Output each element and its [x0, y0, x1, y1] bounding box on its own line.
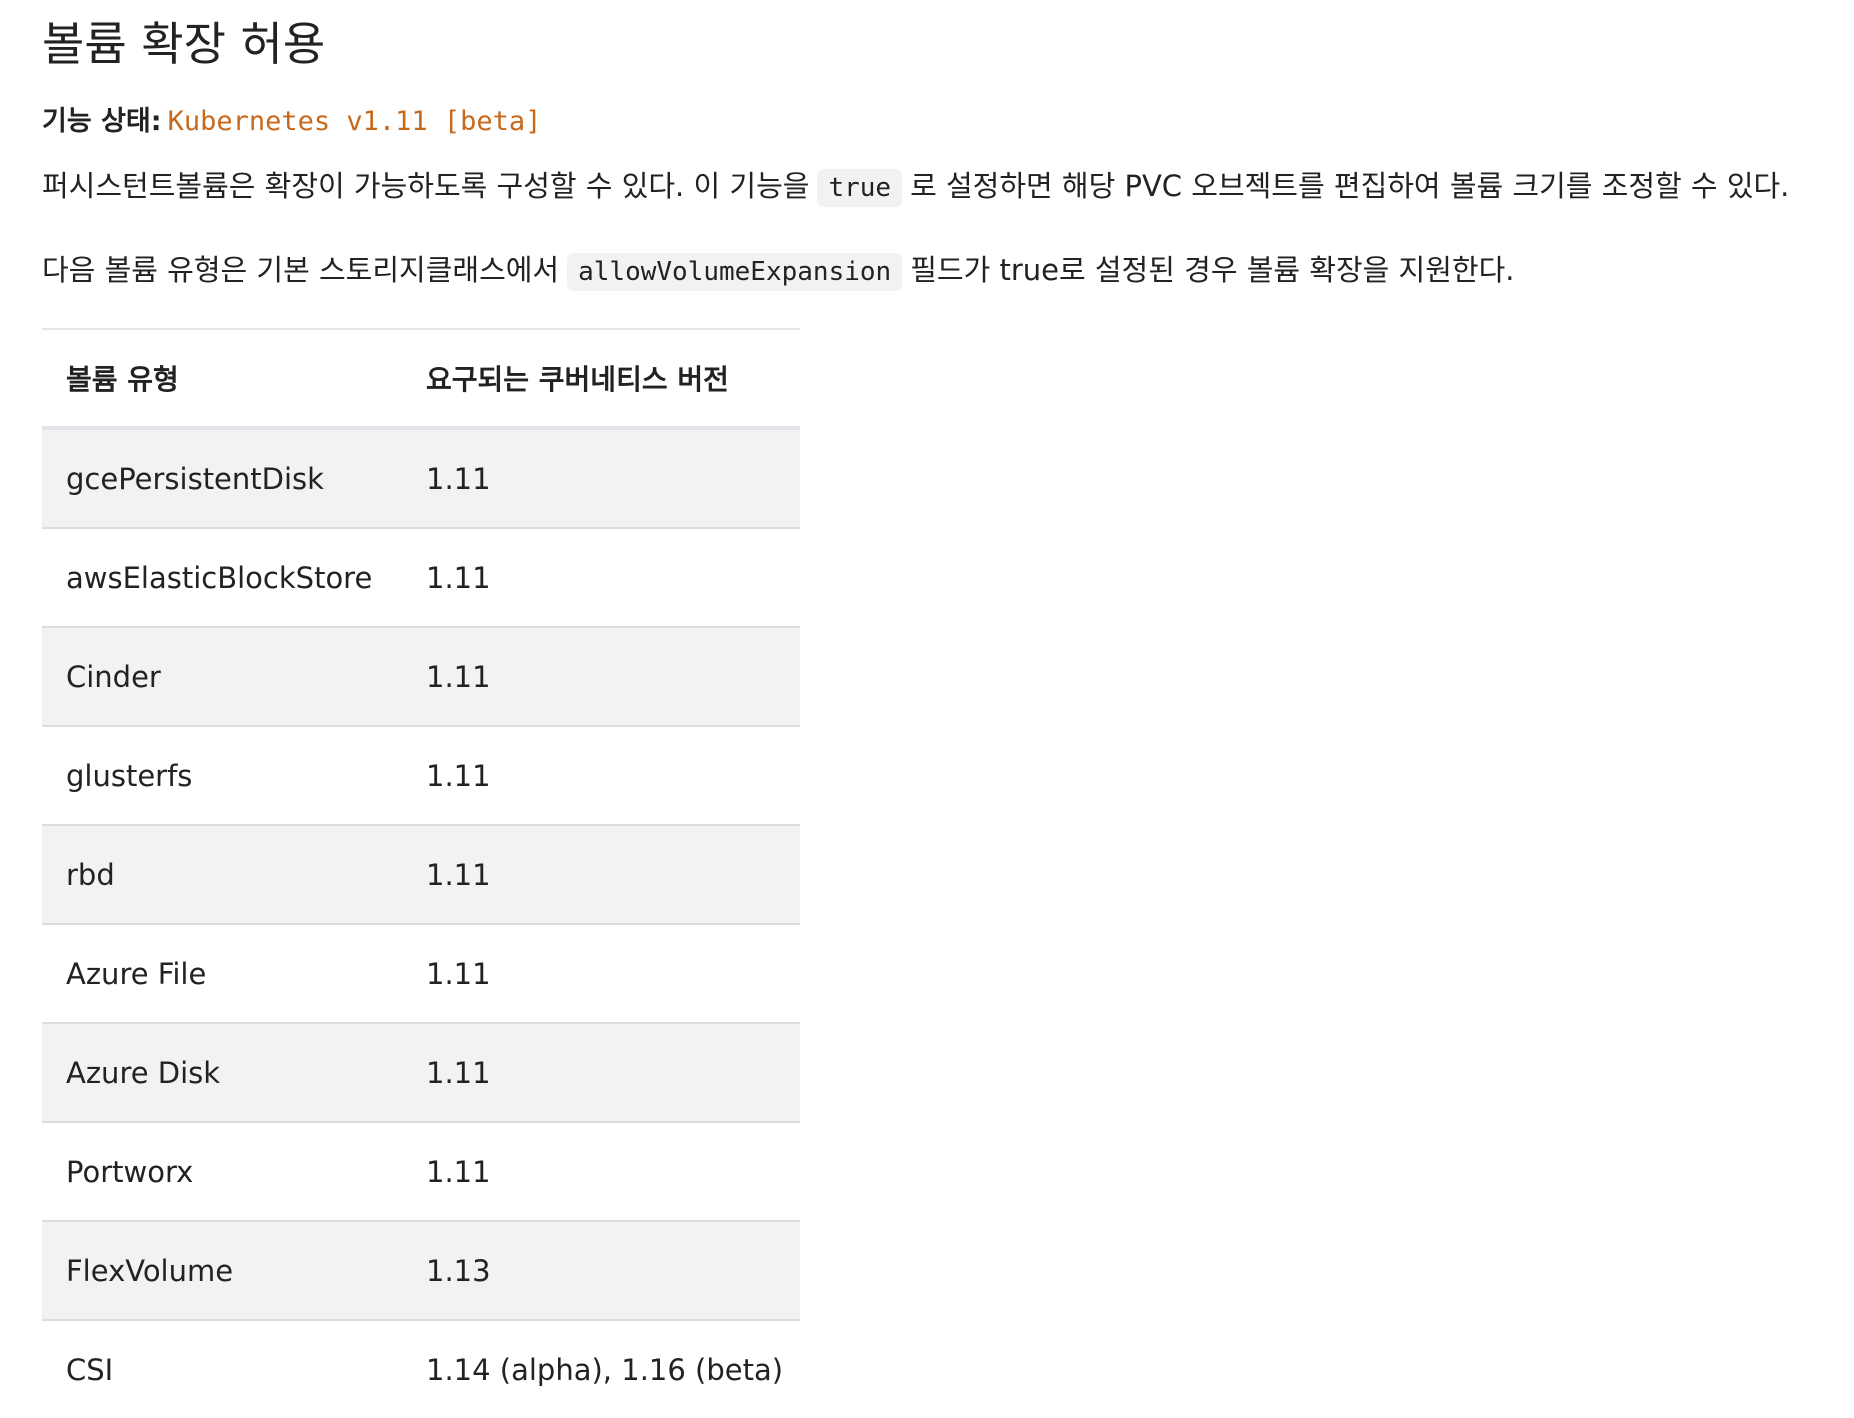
volume-type-cell: CSI	[66, 1352, 114, 1387]
table-row: gcePersistentDisk 1.11	[42, 428, 800, 529]
table-row: rbd 1.11	[42, 825, 800, 925]
volume-type-cell: glusterfs	[42, 726, 402, 826]
table-row: glusterfs 1.11	[42, 726, 800, 826]
header-required-version: 요구되는 쿠버네티스 버전	[402, 328, 800, 430]
version-cell: 1.11	[402, 627, 800, 727]
table-row: CSI 1.14 (alpha), 1.16 (beta)	[42, 1320, 800, 1418]
paragraph-text: 로 설정하면 해당 PVC 오브젝트를 편집하여 볼륨 크기를 조정할 수 있다…	[910, 169, 1790, 203]
version-cell: 1.11	[402, 528, 800, 628]
inline-code-allow-volume-expansion: allowVolumeExpansion	[567, 253, 903, 291]
volume-type-cell: Cinder	[42, 627, 402, 727]
volume-type-cell: Portworx	[42, 1122, 402, 1222]
paragraph-text: 다음 볼륨 유형은 기본 스토리지클래스에서	[42, 253, 560, 287]
section-title: 볼륨 확장 허용	[42, 17, 326, 71]
header-volume-type: 볼륨 유형	[42, 328, 402, 430]
version-cell: 1.11	[402, 1023, 800, 1123]
version-cell: 1.14 (alpha), 1.16 (beta)	[426, 1352, 784, 1387]
table-row: Azure Disk 1.11	[42, 1023, 800, 1123]
version-cell: 1.11	[402, 726, 800, 826]
volume-type-cell: Azure File	[42, 924, 402, 1024]
version-cell: 1.11	[402, 924, 800, 1024]
feature-state: 기능 상태: Kubernetes v1.11 [beta]	[42, 102, 1854, 142]
version-cell: 1.13	[402, 1221, 800, 1321]
table-header-row: 볼륨 유형 요구되는 쿠버네티스 버전	[42, 328, 800, 430]
table-row: Portworx 1.11	[42, 1122, 800, 1222]
volume-type-table: 볼륨 유형 요구되는 쿠버네티스 버전 gcePersistentDisk 1.…	[42, 328, 800, 1418]
version-cell: 1.11	[402, 428, 800, 529]
version-cell: 1.11	[402, 825, 800, 925]
paragraph-supported-types: 다음 볼륨 유형은 기본 스토리지클래스에서 allowVolumeExpansi…	[42, 248, 1854, 294]
volume-type-cell: Azure Disk	[42, 1023, 402, 1123]
volume-type-cell: gcePersistentDisk	[42, 428, 402, 529]
table-row: FlexVolume 1.13	[42, 1221, 800, 1321]
feature-state-label: 기능 상태:	[42, 106, 162, 137]
table-row: Azure File 1.11	[42, 924, 800, 1024]
inline-code-true: true	[817, 169, 903, 207]
volume-type-cell: awsElasticBlockStore	[42, 528, 402, 628]
volume-type-cell: rbd	[42, 825, 402, 925]
paragraph-expansion-intro: 퍼시스턴트볼륨은 확장이 가능하도록 구성할 수 있다. 이 기능을 true 로 …	[42, 164, 1854, 210]
paragraph-text: 퍼시스턴트볼륨은 확장이 가능하도록 구성할 수 있다. 이 기능을	[42, 169, 810, 203]
feature-state-value: Kubernetes v1.11 [beta]	[167, 106, 542, 137]
table-row: awsElasticBlockStore 1.11	[42, 528, 800, 628]
version-cell: 1.11	[402, 1122, 800, 1222]
table-row: Cinder 1.11	[42, 627, 800, 727]
volume-type-cell: FlexVolume	[42, 1221, 402, 1321]
paragraph-text: 필드가 true로 설정된 경우 볼륨 확장을 지원한다.	[910, 253, 1515, 287]
